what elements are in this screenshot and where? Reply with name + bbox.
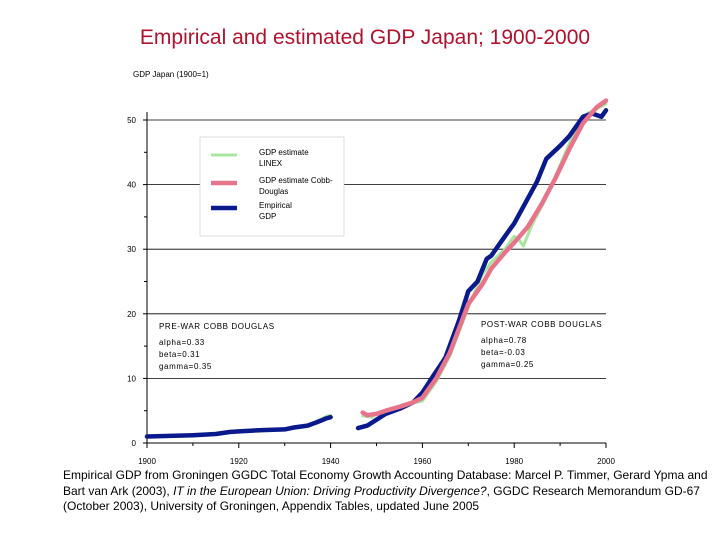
y-tick-label: 0: [132, 439, 137, 448]
x-tick-label: 2000: [597, 457, 615, 466]
y-tick-label: 50: [127, 116, 136, 125]
source-text-part1: Empirical GDP from Groningen GGDC Total …: [63, 468, 708, 498]
source-text-part2: , GGDC Research Memorandum GD-67 (Octobe…: [63, 483, 700, 514]
chart-title: Empirical and estimated GDP Japan; 1900-…: [139, 26, 591, 49]
series-line-empirical-gdp-segment-1: [144, 414, 333, 439]
y-tick-label: 30: [127, 245, 136, 254]
x-tick-label: 1940: [322, 457, 340, 466]
x-tick-label: 1980: [505, 457, 523, 466]
legend: GDP estimate LINEX GDP estimate Cobb-Dougl…: [199, 136, 345, 237]
series: [144, 98, 609, 439]
x-tick-label: 1920: [230, 457, 248, 466]
x-tick-label: 1960: [414, 457, 432, 466]
y-tick-label: 10: [127, 374, 136, 383]
source-text-italic: IT in the European Union: Driving Produc…: [173, 483, 487, 498]
legend-label-empirical-gdp: Empirical GDP: [259, 201, 292, 221]
ticks: 0 10 20 30 40 50 1900 1920 1940 1960 1980 2000: [127, 116, 615, 466]
series-line-empirical-gdp-segment-2: [355, 108, 609, 431]
y-axis-label: GDP Japan (1900=1): [133, 70, 209, 79]
legend-label-gdp-estimate-linex: GDP estimate LINEX: [259, 148, 309, 168]
annotations: PRE-WAR COBB DOUGLAS alpha=0.33 beta=0.31 g…: [159, 320, 602, 371]
y-tick-label: 40: [127, 181, 136, 190]
annotation-postwar: POST-WAR COBB DOUGLAS alpha=0.78 beta=-0.0…: [481, 320, 602, 369]
series-line-gdp-estimate-cobb-douglas-segment-1: [360, 98, 609, 418]
gridlines: [147, 119, 606, 379]
source-note: Empirical GDP from Groningen GGDC Total …: [63, 468, 713, 515]
chart: 0 10 20 30 40 50 1900 1920 1940 1960 1980 2000 GDP …: [127, 70, 615, 466]
legend-label-gdp-estimate-cobb-douglas: GDP estimate Cobb-Douglas: [259, 176, 333, 196]
annotation-prewar: PRE-WAR COBB DOUGLAS alpha=0.33 beta=0.31 g…: [159, 322, 275, 371]
y-tick-label: 20: [127, 310, 136, 319]
x-tick-label: 1900: [138, 457, 156, 466]
